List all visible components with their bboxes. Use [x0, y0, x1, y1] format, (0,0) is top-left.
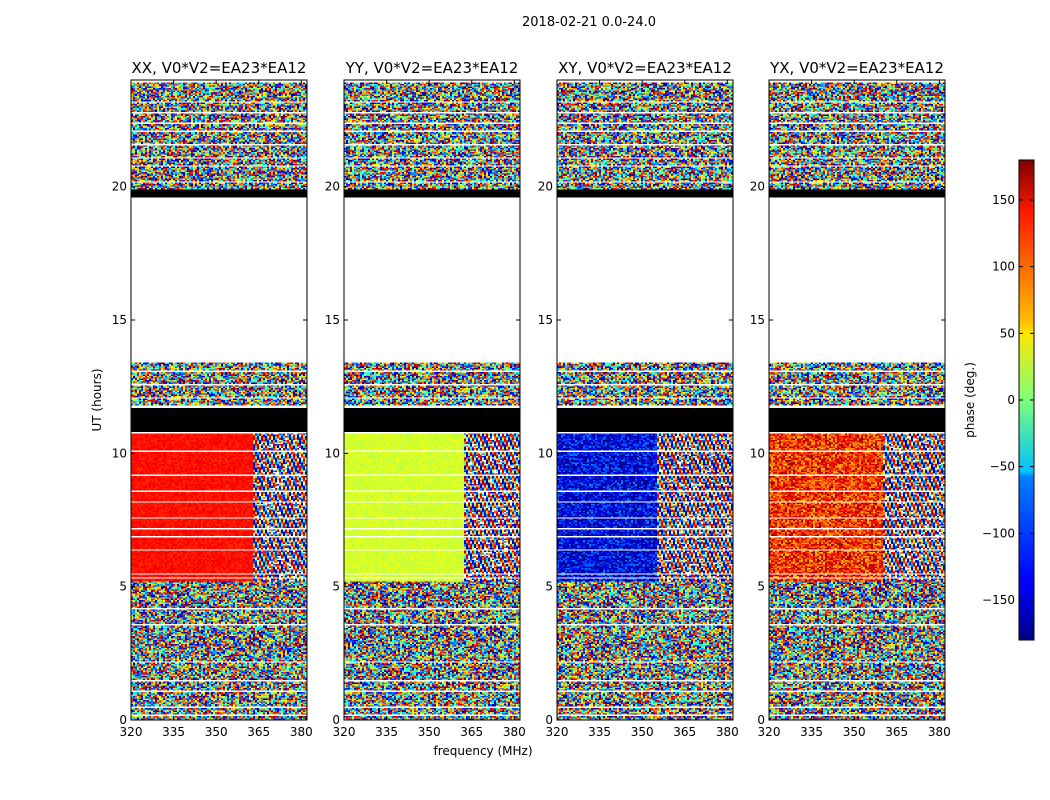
x-tick-label: 320 — [758, 725, 781, 739]
heatmap-image — [344, 80, 520, 720]
y-tick-label: 20 — [325, 180, 340, 194]
colorbar-label: phase (deg.) — [963, 362, 977, 438]
x-tick-label: 335 — [162, 725, 185, 739]
x-tick-label: 365 — [673, 725, 696, 739]
panel-4: YX, V0*V2=EA23*EA12 320 335 350 365 380 0 5 10 15… — [750, 59, 951, 739]
colorbar-tick-label: −150 — [982, 593, 1015, 607]
y-tick-label: 10 — [750, 446, 765, 460]
panel-title: XX, V0*V2=EA23*EA12 — [132, 59, 307, 77]
x-tick-label: 365 — [885, 725, 908, 739]
x-axis-label: frequency (MHz) — [433, 744, 532, 758]
x-tick-label: 365 — [247, 725, 270, 739]
colorbar-tick-label: 100 — [992, 260, 1015, 274]
colorbar-tick-label: −50 — [990, 460, 1015, 474]
y-tick-label: 0 — [757, 713, 765, 727]
x-tick-label: 350 — [418, 725, 441, 739]
x-tick-label: 380 — [716, 725, 739, 739]
y-tick-label: 15 — [538, 313, 553, 327]
panels-group: XX, V0*V2=EA23*EA12 320 335 350 365 380 0 5 10 15… — [112, 59, 951, 739]
y-tick-label: 10 — [325, 446, 340, 460]
panel-frame — [768, 79, 946, 721]
y-tick-label: 20 — [750, 180, 765, 194]
heatmap-image — [557, 80, 733, 720]
x-tick-label: 320 — [333, 725, 356, 739]
colorbar-ticks: 150 100 50 0 −50 −100 −150 — [982, 193, 1034, 607]
y-tick-label: 15 — [325, 313, 340, 327]
y-tick-label: 5 — [119, 580, 127, 594]
x-tick-label: 380 — [290, 725, 313, 739]
colorbar: phase (deg.) 150 100 50 0 −50 −100 −150 — [963, 159, 1035, 641]
y-tick-label: 0 — [119, 713, 127, 727]
y-tick-label: 5 — [332, 580, 340, 594]
heatmap-image — [769, 80, 945, 720]
heatmap-image — [131, 80, 307, 720]
x-tick-label: 335 — [588, 725, 611, 739]
x-tick-label: 350 — [631, 725, 654, 739]
y-tick-label: 5 — [757, 580, 765, 594]
panel-frame — [556, 79, 734, 721]
x-tick-label: 335 — [375, 725, 398, 739]
y-tick-label: 20 — [538, 180, 553, 194]
x-tick-label: 380 — [928, 725, 951, 739]
colorbar-tick-label: 150 — [992, 193, 1015, 207]
x-tick-label: 350 — [205, 725, 228, 739]
panel-frame — [343, 79, 521, 721]
y-tick-label: 0 — [545, 713, 553, 727]
x-tick-label: 365 — [460, 725, 483, 739]
x-tick-label: 380 — [503, 725, 526, 739]
panel-1: XX, V0*V2=EA23*EA12 320 335 350 365 380 0 5 10 15… — [112, 59, 313, 739]
x-tick-label: 320 — [120, 725, 143, 739]
panel-title: XY, V0*V2=EA23*EA12 — [558, 59, 732, 77]
y-tick-label: 15 — [750, 313, 765, 327]
panel-frame — [130, 79, 308, 721]
panel-2: YY, V0*V2=EA23*EA12 320 335 350 365 380 0 5 10 15… — [325, 59, 526, 739]
y-tick-label: 5 — [545, 580, 553, 594]
x-tick-label: 335 — [800, 725, 823, 739]
y-tick-label: 15 — [112, 313, 127, 327]
y-tick-label: 20 — [112, 180, 127, 194]
x-tick-label: 350 — [843, 725, 866, 739]
panel-title: YX, V0*V2=EA23*EA12 — [769, 59, 944, 77]
panel-3: XY, V0*V2=EA23*EA12 320 335 350 365 380 0 5 10 15… — [538, 59, 739, 739]
y-axis-label: UT (hours) — [90, 368, 104, 431]
y-tick-label: 0 — [332, 713, 340, 727]
y-tick-label: 10 — [538, 446, 553, 460]
x-tick-label: 320 — [546, 725, 569, 739]
y-tick-label: 10 — [112, 446, 127, 460]
colorbar-tick-label: −100 — [982, 526, 1015, 540]
figure-title: 2018-02-21 0.0-24.0 — [522, 15, 656, 30]
colorbar-tick-label: 50 — [1000, 326, 1015, 340]
colorbar-tick-label: 0 — [1007, 393, 1015, 407]
panel-title: YY, V0*V2=EA23*EA12 — [345, 59, 519, 77]
